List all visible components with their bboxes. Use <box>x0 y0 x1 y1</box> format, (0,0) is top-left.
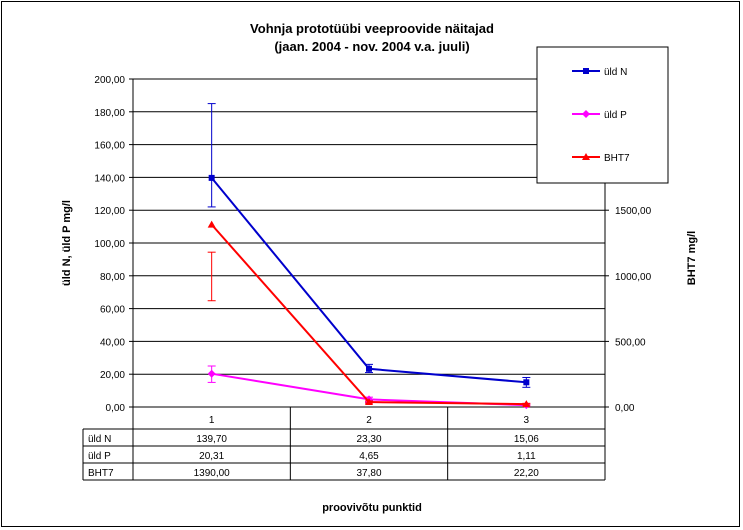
data-point <box>523 379 530 386</box>
legend-label: üld P <box>604 110 627 121</box>
y-left-tick-label: 140,00 <box>94 173 125 184</box>
table-row-label: üld N <box>88 434 111 445</box>
x-ticks: 1 2 3 <box>209 415 530 426</box>
y-right-tick-label: 500,00 <box>615 337 646 348</box>
legend-swatch-marker <box>582 110 590 118</box>
y-left-tick-label: 40,00 <box>100 337 125 348</box>
x-tick-label: 2 <box>366 415 372 426</box>
series-triangle <box>207 220 531 408</box>
x-tick-label: 3 <box>524 415 530 426</box>
data-point <box>366 365 372 372</box>
data-point <box>207 369 216 378</box>
y-right-tick-label: 1500,00 <box>615 206 652 217</box>
y-left-ticks: 0,00 20,00 40,00 60,00 80,00 100,00 120,00 140,… <box>94 75 133 414</box>
legend-box <box>536 46 669 184</box>
y-right-tick-label: 1000,00 <box>615 272 652 283</box>
legend-label: üld N <box>604 67 627 78</box>
x-tick-label: 1 <box>209 415 215 426</box>
y-axis-left-label: üld N, üld P mg/l <box>61 200 73 286</box>
data-point <box>207 220 216 228</box>
table-cell: 15,06 <box>514 434 539 445</box>
legend-label: BHT7 <box>604 153 630 164</box>
y-left-tick-label: 180,00 <box>94 108 125 119</box>
y-right-tick-label: 0,00 <box>615 403 635 414</box>
series-square <box>207 103 531 388</box>
y-left-tick-label: 0,00 <box>106 403 126 414</box>
y-left-tick-label: 120,00 <box>94 206 125 217</box>
legend: üld N üld P BHT7 <box>536 46 669 184</box>
series-line <box>210 223 527 406</box>
chart-title-line-1: Vohnja prototüübi veeproovide näitajad <box>250 21 494 36</box>
y-left-tick-label: 100,00 <box>94 239 125 250</box>
legend-swatch-marker <box>583 68 589 74</box>
data-point <box>522 400 531 408</box>
y-right-ticks: 0,00 500,00 1000,00 1500,00 <box>605 206 652 414</box>
table-cell: 22,20 <box>514 468 539 479</box>
data-table: üld N 139,70 23,30 15,06 üld P 20,31 4,65 1,11 B… <box>82 407 606 481</box>
table-cell: 23,30 <box>356 434 381 445</box>
table-cell: 37,80 <box>356 468 381 479</box>
x-axis-label: proovivõtu punktid <box>322 502 422 514</box>
chart-title-line-2: (jaan. 2004 - nov. 2004 v.a. juuli) <box>274 39 469 54</box>
series-line <box>210 177 527 384</box>
table-row-label: üld P <box>88 451 111 462</box>
y-left-tick-label: 200,00 <box>94 75 125 86</box>
table-cell: 1390,00 <box>194 468 231 479</box>
table-cell: 20,31 <box>199 451 224 462</box>
data-point <box>208 174 215 181</box>
table-cell: 1,11 <box>517 451 536 462</box>
table-cell: 4,65 <box>359 451 379 462</box>
legend-swatch-marker <box>582 153 590 160</box>
y-left-tick-label: 80,00 <box>100 272 125 283</box>
table-row-label: BHT7 <box>88 468 114 479</box>
y-left-tick-label: 60,00 <box>100 305 125 316</box>
data-point <box>365 398 373 406</box>
y-left-tick-label: 20,00 <box>100 370 125 381</box>
gridlines <box>133 78 605 375</box>
y-axis-right-label: BHT7 mg/l <box>686 231 698 285</box>
table-cell: 139,70 <box>196 434 227 445</box>
series-layer <box>207 103 531 410</box>
y-left-tick-label: 160,00 <box>94 141 125 152</box>
